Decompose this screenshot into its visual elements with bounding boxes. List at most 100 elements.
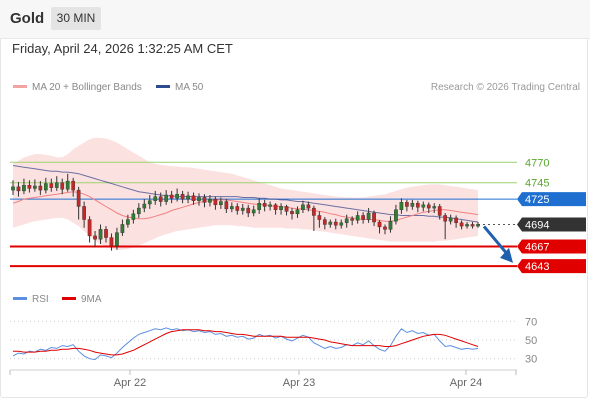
x-tick-label: Apr 24 xyxy=(450,377,482,389)
candle-body xyxy=(454,217,458,224)
candle xyxy=(383,224,387,235)
candle-body xyxy=(295,209,300,215)
candle-body xyxy=(251,209,256,214)
candle xyxy=(437,204,442,220)
level-label-4770: 4770 xyxy=(525,157,549,169)
candle-body xyxy=(147,200,152,205)
candle-body xyxy=(71,180,76,191)
candle xyxy=(38,181,43,195)
candle xyxy=(158,192,163,207)
level-tag-4643 xyxy=(517,259,586,274)
candle xyxy=(219,197,223,209)
rsi-y-ticks: 70 50 30 xyxy=(525,316,537,365)
candle xyxy=(328,219,333,228)
level-label-4694: 4694 xyxy=(525,219,549,231)
candle xyxy=(454,215,458,228)
timeframe-button[interactable]: 30 MIN xyxy=(51,7,101,30)
candle xyxy=(317,211,322,228)
candle-body xyxy=(22,184,26,192)
candle xyxy=(197,193,201,206)
rsi-legend-label: RSI xyxy=(32,294,49,305)
candle-body xyxy=(312,207,316,216)
candle-body xyxy=(415,202,420,208)
candle-body xyxy=(158,196,163,202)
level-tag-4694 xyxy=(517,217,586,232)
candle-body xyxy=(350,218,355,221)
candle-body xyxy=(27,184,32,189)
candle-body xyxy=(229,206,234,210)
candle xyxy=(71,177,76,197)
candle xyxy=(295,206,300,218)
candle-body xyxy=(87,219,92,237)
candle xyxy=(104,226,108,243)
candle-body xyxy=(235,206,240,211)
candle-body xyxy=(268,204,272,207)
candle xyxy=(49,178,54,192)
candle xyxy=(322,217,327,230)
candle xyxy=(16,181,21,197)
candle-body xyxy=(180,193,185,200)
candle xyxy=(344,214,349,228)
candle-body xyxy=(104,229,108,238)
ma50-legend-label: MA 50 xyxy=(175,82,204,93)
level-label-4745: 4745 xyxy=(525,178,549,190)
candle-body xyxy=(284,206,289,212)
candle-body xyxy=(109,237,114,246)
candle xyxy=(76,186,81,220)
candle xyxy=(290,208,294,220)
candle-body xyxy=(202,197,207,203)
candle-body xyxy=(355,215,360,221)
level-label-4667: 4667 xyxy=(525,242,549,254)
candle xyxy=(109,233,114,251)
candle xyxy=(98,224,103,245)
candle xyxy=(312,205,316,231)
candle xyxy=(186,191,190,204)
candle xyxy=(164,190,169,205)
candle xyxy=(202,194,207,208)
candle xyxy=(262,199,267,212)
candle-body xyxy=(448,217,453,222)
candle xyxy=(301,200,305,213)
candle xyxy=(273,203,278,215)
instrument-title: Gold xyxy=(10,10,45,27)
candle xyxy=(235,203,240,215)
candle xyxy=(27,180,32,193)
candle-body xyxy=(426,204,431,209)
candle-body xyxy=(16,186,21,192)
rsi-tick-70: 70 xyxy=(525,316,537,328)
candle xyxy=(459,220,464,230)
credit-label: Research © 2026 Trading Central xyxy=(431,82,580,93)
candle-body xyxy=(388,220,393,230)
candle-body xyxy=(405,202,409,207)
candle-body xyxy=(126,219,130,225)
moving-averages xyxy=(12,165,479,223)
candle-body xyxy=(142,203,147,209)
candle-body xyxy=(279,206,283,210)
candle-body xyxy=(410,202,415,207)
candle-body xyxy=(131,213,136,220)
candle xyxy=(257,198,262,214)
candle-body xyxy=(328,221,333,225)
candle-body xyxy=(208,198,212,203)
rsi-lines xyxy=(12,327,479,361)
candle-body xyxy=(366,212,371,220)
candle-body xyxy=(98,229,103,240)
candle-body xyxy=(60,182,65,190)
candle-body xyxy=(273,204,278,210)
candle xyxy=(120,219,125,236)
candle xyxy=(191,192,196,205)
candle xyxy=(229,202,234,213)
candle-body xyxy=(164,194,169,202)
candle xyxy=(355,211,360,224)
candle xyxy=(33,179,37,192)
candle xyxy=(251,205,256,217)
candle-body xyxy=(213,198,218,206)
candle-body xyxy=(317,215,322,220)
candle xyxy=(60,178,65,195)
candle-body xyxy=(459,222,464,227)
candle xyxy=(115,227,119,250)
candle xyxy=(306,201,311,212)
rsi-ma-legend-swatch xyxy=(62,297,76,300)
candle xyxy=(448,214,453,225)
level-label-4643: 4643 xyxy=(525,261,549,273)
